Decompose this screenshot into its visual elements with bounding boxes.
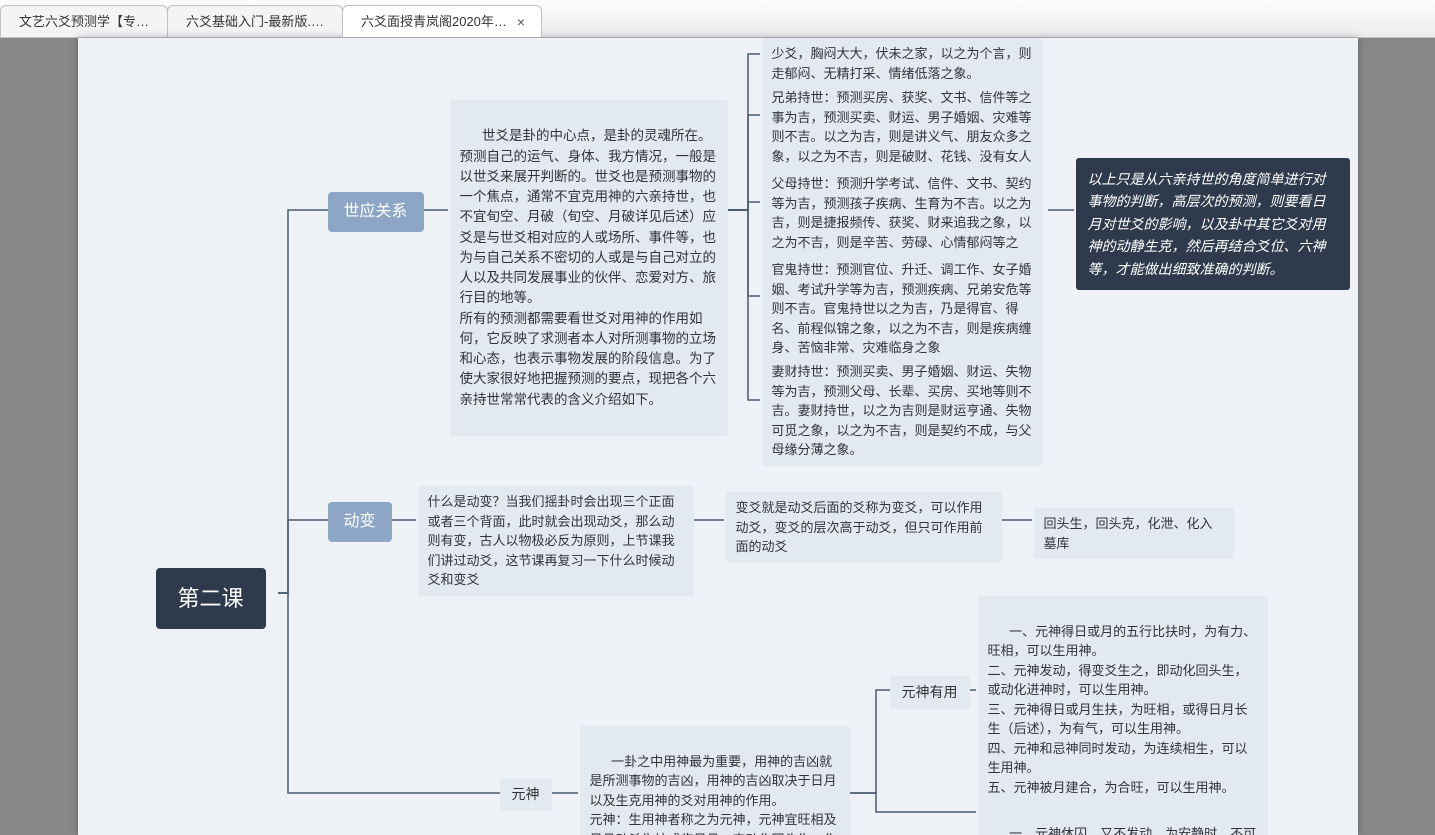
shiying-summary[interactable]: 以上只是从六亲持世的角度简单进行对事物的判断，高层次的预测，则要看日月对世爻的影… bbox=[1076, 158, 1350, 290]
branch-label: 世应关系 bbox=[344, 203, 408, 220]
dongbian-sub2[interactable]: 回头生，回头克，化泄、化入墓库 bbox=[1034, 508, 1234, 559]
tab-1[interactable]: 六爻基础入门-最新版.… bbox=[167, 5, 343, 37]
tab-2[interactable]: 六爻面授青岚阁2020年… × bbox=[342, 5, 542, 37]
text: 变爻就是动爻后面的爻称为变爻，可以作用动爻，变爻的层次高于动爻，但只可作用前面的… bbox=[736, 500, 983, 554]
text: 一、元神休囚，又不发动，为安静时，不可以生用神。 bbox=[988, 826, 1257, 835]
tab-label: 六爻基础入门-最新版.… bbox=[186, 6, 324, 38]
yuanshen-desc[interactable]: 一卦之中用神最为重要，用神的吉凶就是所测事物的吉凶，用神的吉凶取决于日月以及生克… bbox=[580, 726, 850, 835]
text: 世爻是卦的中心点，是卦的灵魂所在。预测自己的运气、身体、我方情况，一般是以世爻来… bbox=[460, 128, 717, 406]
tab-label: 文艺六爻预测学【专… bbox=[19, 6, 149, 38]
viewport: 第二课 世应关系 世爻是卦的中心点，是卦的灵魂所在。预测自己的运气、身体、我方情… bbox=[0, 38, 1435, 835]
yuanshen-wuyong[interactable]: 一、元神休囚，又不发动，为安静时，不可以生用神。 bbox=[978, 798, 1268, 835]
root-label: 第二课 bbox=[178, 586, 244, 611]
text: 以上只是从六亲持世的角度简单进行对事物的判断，高层次的预测，则要看日月对世爻的影… bbox=[1088, 171, 1326, 277]
text: 回头生，回头克，化泄、化入墓库 bbox=[1044, 516, 1213, 551]
text: 一卦之中用神最为重要，用神的吉凶就是所测事物的吉凶，用神的吉凶取决于日月以及生克… bbox=[590, 754, 837, 835]
branch-label: 动变 bbox=[344, 513, 376, 530]
dongbian-sub1[interactable]: 变爻就是动爻后面的爻称为变爻，可以作用动爻，变爻的层次高于动爻，但只可作用前面的… bbox=[726, 492, 1002, 563]
tab-0[interactable]: 文艺六爻预测学【专… bbox=[0, 5, 168, 37]
branch-label: 元神 bbox=[512, 786, 540, 802]
branch-yuanshen[interactable]: 元神 bbox=[500, 778, 552, 811]
shiying-desc[interactable]: 世爻是卦的中心点，是卦的灵魂所在。预测自己的运气、身体、我方情况，一般是以世爻来… bbox=[450, 100, 728, 436]
branch-shiying[interactable]: 世应关系 bbox=[328, 192, 424, 232]
tab-label: 六爻面授青岚阁2020年… bbox=[361, 6, 507, 38]
text: 少爻，胸闷大大，伏未之家，以之为个言，则走郁闷、无精打采、情绪低落之象。 bbox=[772, 46, 1032, 81]
branch-dongbian[interactable]: 动变 bbox=[328, 502, 392, 542]
close-icon[interactable]: × bbox=[517, 6, 525, 38]
mindmap-canvas[interactable]: 第二课 世应关系 世爻是卦的中心点，是卦的灵魂所在。预测自己的运气、身体、我方情… bbox=[78, 38, 1358, 835]
root-node[interactable]: 第二课 bbox=[156, 568, 266, 629]
shiying-item-4[interactable]: 妻财持世：预测买卖、男子婚姻、财运、失物等为吉，预测父母、长辈、买房、买地等则不… bbox=[762, 356, 1042, 466]
dongbian-desc[interactable]: 什么是动变？当我们摇卦时会出现三个正面或者三个背面，此时就会出现动爻，那么动则有… bbox=[418, 486, 694, 596]
yuanshen-youyong-label[interactable]: 元神有用 bbox=[890, 676, 970, 709]
text: 官鬼持世：预测官位、升迁、调工作、女子婚姻、考试升学等为吉，预测疾病、兄弟安危等… bbox=[772, 262, 1032, 355]
shiying-item-3[interactable]: 官鬼持世：预测官位、升迁、调工作、女子婚姻、考试升学等为吉，预测疾病、兄弟安危等… bbox=[762, 254, 1042, 364]
text: 什么是动变？当我们摇卦时会出现三个正面或者三个背面，此时就会出现动爻，那么动则有… bbox=[428, 494, 675, 587]
label: 元神有用 bbox=[902, 684, 958, 700]
text: 妻财持世：预测买卖、男子婚姻、财运、失物等为吉，预测父母、长辈、买房、买地等则不… bbox=[772, 364, 1032, 457]
tab-bar: 文艺六爻预测学【专… 六爻基础入门-最新版.… 六爻面授青岚阁2020年… × bbox=[0, 0, 1435, 38]
